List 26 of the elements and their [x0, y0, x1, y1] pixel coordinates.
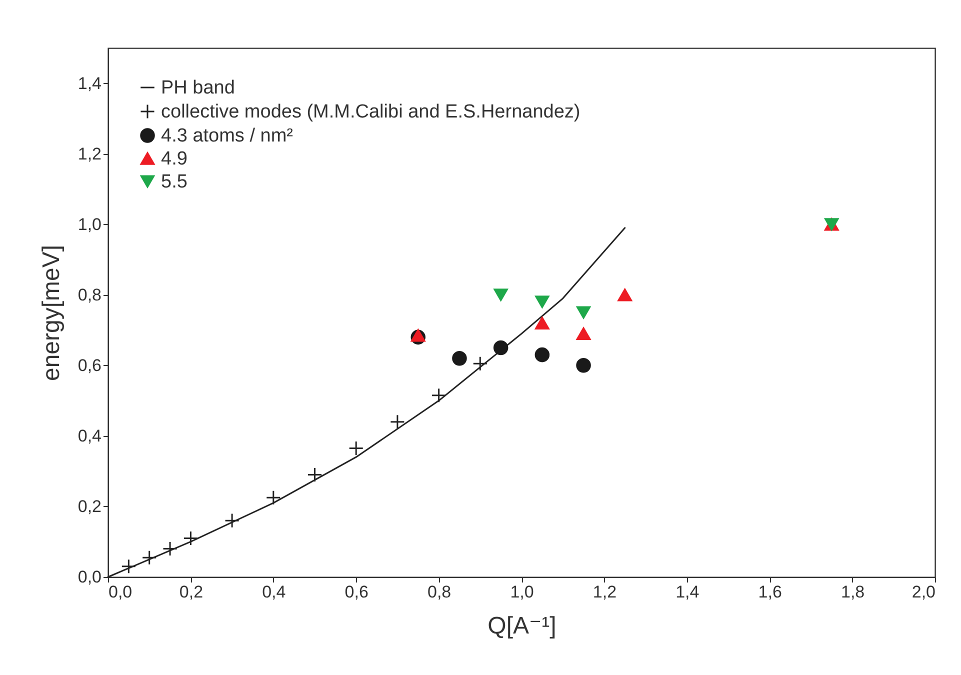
- x-tick-label: 1,2: [592, 582, 617, 602]
- x-tick-label: 1,4: [676, 582, 700, 602]
- x-tick-label: 1,8: [840, 582, 865, 602]
- y-tick-label: 0,0: [78, 568, 102, 586]
- x-axis-title: Q[A⁻¹]: [488, 612, 556, 640]
- legend-label: collective modes (M.M.Calibi and E.S.Hernandez): [161, 102, 580, 122]
- x-tick-label: 0,2: [179, 582, 204, 602]
- legend-label: 5.5: [161, 172, 188, 192]
- y-axis-title: energy[meV]: [38, 244, 65, 382]
- y-tick-label: 0,2: [78, 496, 102, 516]
- y-tick-label: 0,8: [78, 285, 102, 304]
- y-tick-label: 1,0: [78, 214, 102, 234]
- x-tick-label: 0,8: [427, 582, 452, 602]
- y-tick-label: 0,6: [78, 356, 102, 375]
- x-tick-label: 0,6: [344, 582, 368, 602]
- y-tick-label: 0,4: [78, 426, 102, 446]
- legend-label: 4.9: [161, 148, 188, 170]
- x-tick-label: 2,0: [912, 582, 936, 602]
- x-tick-label: 1,0: [510, 582, 534, 602]
- legend-label: PH band: [161, 78, 235, 98]
- y-tick-label: 1,2: [78, 144, 102, 164]
- x-tick-label: 0,4: [262, 582, 286, 602]
- x-tick-label: 0,0: [108, 582, 132, 602]
- legend-label: 4.3 atoms / nm²: [161, 126, 293, 146]
- x-tick-label: 1,6: [758, 582, 782, 602]
- y-tick-label: 1,4: [78, 74, 102, 93]
